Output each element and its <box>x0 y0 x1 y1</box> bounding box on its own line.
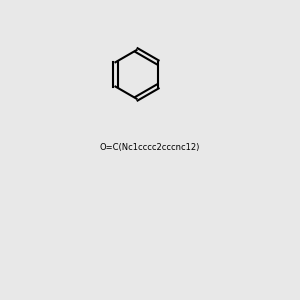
Text: O=C(Nc1cccc2cccnc12): O=C(Nc1cccc2cccnc12) <box>100 143 200 152</box>
